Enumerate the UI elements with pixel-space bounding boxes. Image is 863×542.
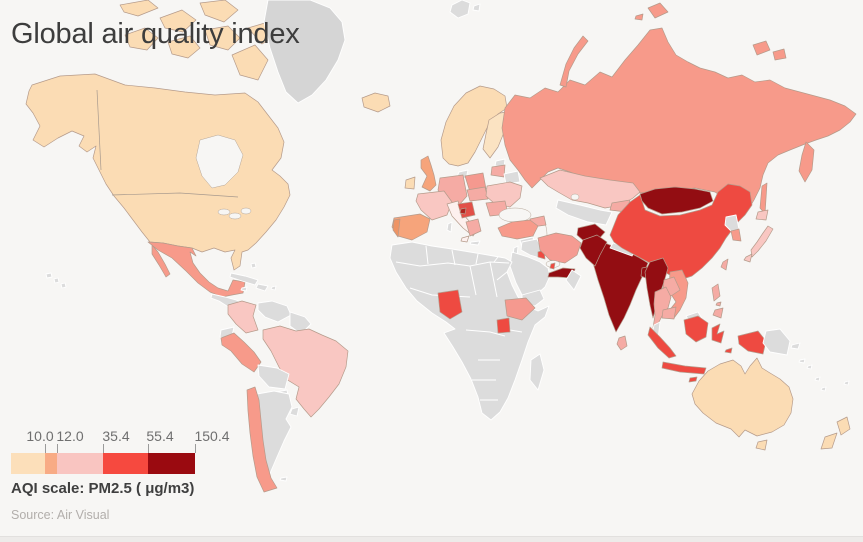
africa-borders [395,261,510,267]
region-antilles [240,262,277,292]
hudson-bay [195,134,244,189]
region-turkey [497,219,539,240]
region-sakhalin [759,182,768,215]
region-portugal [392,218,401,238]
legend-swatch [103,453,148,474]
region-brazil [262,325,349,418]
region-france [415,190,453,221]
region-uk [420,155,437,192]
legend-swatch [11,453,45,474]
aral-sea [570,193,580,201]
great-lakes [217,208,231,216]
region-central-asia [555,199,613,226]
region-africa [389,241,550,421]
region-australia [691,357,794,438]
region-iran [537,232,582,264]
region-cuba [229,272,259,286]
region-south-korea [730,228,742,242]
region-bosnia [459,207,467,215]
region-peru [220,332,262,373]
region-pacific-islands [798,358,850,392]
region-philippines [711,283,724,319]
region-mongolia [639,186,714,215]
region-crete [469,240,481,246]
region-tasmania [755,439,768,451]
border-canada-us [111,192,239,198]
great-lakes [228,212,242,220]
region-russia-islands [559,2,787,88]
region-hawaii [45,272,67,289]
legend-tick-label: 10.0 [26,428,54,444]
africa-borders [425,245,499,266]
region-saudi [509,251,551,300]
region-arctic-islands [119,0,279,81]
region-baltics [490,164,506,178]
region-bolivia [257,364,290,390]
region-new-zealand [820,416,851,450]
region-belarus [503,170,521,185]
border-alaska-canada [96,89,102,171]
region-papua-new-guinea [762,328,801,356]
region-svalbard [449,0,481,19]
region-colombia [227,300,259,334]
legend-tick-label: 35.4 [102,428,130,444]
black-sea [498,207,532,223]
region-ukraine [485,181,523,208]
legend-tick [57,444,58,453]
region-kamchatka [798,141,815,183]
region-madagascar [529,353,545,391]
africa-borders [465,329,523,401]
region-cambodia [661,306,677,320]
great-lakes [240,207,252,215]
region-greenland [263,0,346,104]
region-poland [464,172,487,193]
region-venezuela [257,300,292,323]
region-sardinia [446,221,453,233]
region-greece [465,218,482,237]
legend-tick [103,444,104,453]
region-pakistan [579,234,608,267]
legend-swatch [57,453,103,474]
page-title: Global air quality index [11,18,300,50]
region-falklands [279,476,288,482]
legend-tick-label: 150.4 [194,428,230,444]
region-uganda [496,317,511,334]
region-iraq [520,238,544,259]
region-finland [482,111,508,159]
region-uruguay [289,406,300,417]
region-ireland [404,176,416,190]
legend-tick [45,444,46,453]
source-credit: Source: Air Visual [11,508,110,522]
region-qatar [549,262,556,270]
aqi-legend: 10.0 12.0 35.4 55.4 150.4 AQI scale: PM2… [11,428,241,528]
region-chile [246,386,278,493]
legend-swatch [148,453,195,474]
legend-tick [195,444,196,453]
region-hispaniola [255,283,269,292]
region-sri-lanka [616,335,628,351]
region-ethiopia [504,297,536,321]
legend-caption: AQI scale: PM2.5 ( μg/m3) [11,480,195,497]
region-japan [743,209,774,263]
legend-swatch [45,453,57,474]
region-guyanas [289,311,312,335]
region-taiwan [720,258,729,271]
legend-color-bar [11,453,195,474]
legend-tick-label: 12.0 [56,428,84,444]
region-oman [565,269,582,291]
region-north-america [25,73,291,271]
legend-tick [148,444,149,453]
region-czech-hungary [466,186,489,202]
region-mexico [147,241,246,298]
bottom-divider [0,536,863,542]
legend-tick-label: 55.4 [146,428,174,444]
region-nigeria [437,289,463,320]
region-iceland [361,92,391,113]
